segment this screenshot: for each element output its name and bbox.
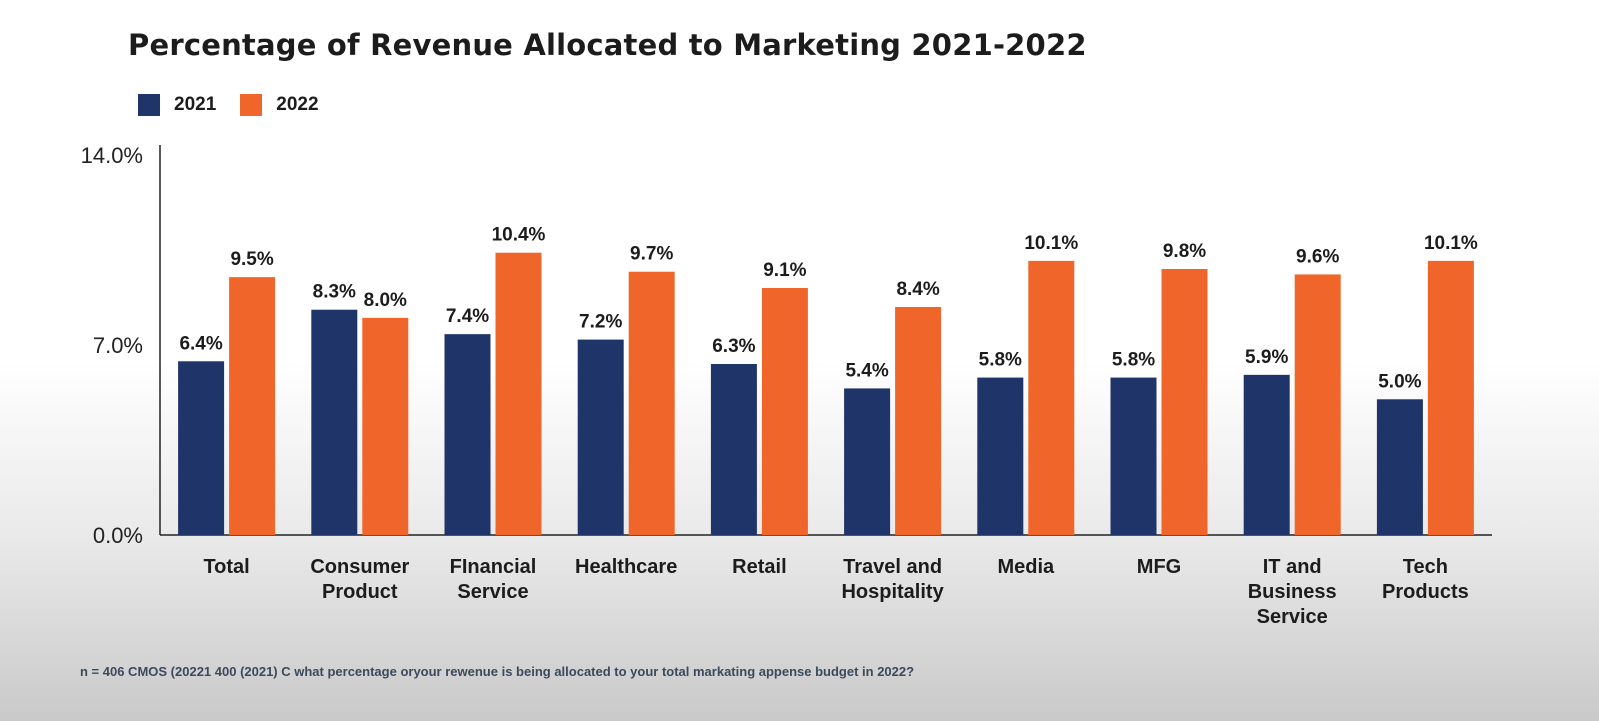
- bar-2022: [229, 277, 276, 535]
- data-label-2022: 8.0%: [364, 290, 407, 311]
- legend-swatch-2022: [240, 94, 263, 116]
- legend-item-2022: 2022: [240, 94, 319, 116]
- x-tick-label: Business: [1248, 581, 1337, 603]
- x-tick-label: Total: [203, 556, 249, 578]
- data-label-2022: 9.8%: [1163, 241, 1206, 262]
- footnote: n = 406 CMOS (20221 400 (2021) C what pe…: [80, 664, 915, 679]
- bar-2022: [1294, 274, 1341, 535]
- x-tick-label: Tech: [1403, 556, 1448, 578]
- data-label-2022: 10.4%: [492, 225, 546, 246]
- bar-2022: [1161, 269, 1208, 535]
- data-label-2021: 6.4%: [179, 333, 222, 354]
- x-tick-label: Service: [457, 581, 528, 603]
- legend-label-2022: 2022: [276, 94, 319, 115]
- x-tick-label: Products: [1382, 581, 1469, 603]
- y-tick-label: 7.0%: [93, 333, 143, 358]
- data-label-2022: 9.6%: [1296, 246, 1339, 267]
- data-label-2021: 5.9%: [1245, 347, 1288, 368]
- data-label-2022: 10.1%: [1024, 233, 1078, 254]
- bar-2022: [1427, 260, 1474, 535]
- data-label-2022: 9.7%: [630, 244, 673, 265]
- bar-2021: [178, 361, 225, 535]
- bar-2022: [362, 317, 409, 535]
- data-label-2022: 10.1%: [1424, 233, 1478, 254]
- bar-2022: [628, 271, 675, 535]
- bar-2021: [577, 339, 624, 535]
- data-label-2021: 7.2%: [579, 312, 622, 333]
- bar-2021: [710, 364, 757, 535]
- bar-2021: [1110, 377, 1157, 535]
- bar-2022: [1028, 260, 1075, 535]
- legend: 2021 2022: [138, 94, 343, 116]
- x-tick-label: Travel and: [843, 556, 942, 578]
- x-tick-label: FInancial: [450, 556, 537, 578]
- x-tick-label: MFG: [1137, 556, 1181, 578]
- x-tick-label: Product: [322, 581, 398, 603]
- chart-title: Percentage of Revenue Allocated to Marke…: [128, 28, 1087, 62]
- x-tick-label: Consumer: [310, 556, 409, 578]
- bar-2021: [444, 334, 491, 535]
- legend-swatch-2021: [138, 94, 160, 116]
- data-label-2022: 8.4%: [896, 279, 939, 300]
- data-label-2022: 9.1%: [763, 260, 806, 281]
- data-label-2021: 6.3%: [712, 336, 755, 357]
- data-label-2021: 8.3%: [313, 282, 356, 303]
- x-tick-label: Retail: [732, 556, 786, 578]
- data-label-2021: 5.0%: [1378, 371, 1421, 392]
- bar-2022: [495, 252, 542, 535]
- data-label-2021: 5.8%: [979, 350, 1022, 371]
- legend-label-2021: 2021: [174, 94, 217, 115]
- x-tick-label: IT and: [1263, 556, 1322, 578]
- data-label-2021: 5.4%: [845, 360, 888, 381]
- y-tick-label: 0.0%: [93, 523, 143, 548]
- data-label-2021: 5.8%: [1112, 350, 1155, 371]
- data-label-2021: 7.4%: [446, 306, 489, 327]
- bar-chart: 0.0% 7.0% 14.0% 6.4% 9.5% Total 8.3% 8.0% Consum…: [81, 143, 1492, 628]
- x-tick-label: Media: [997, 556, 1055, 578]
- bar-2021: [311, 309, 358, 535]
- y-tick-label: 14.0%: [81, 143, 143, 168]
- legend-item-2021: 2021: [138, 94, 216, 116]
- bar-2021: [977, 377, 1024, 535]
- bar-2022: [895, 307, 942, 535]
- bar-2021: [1376, 399, 1423, 535]
- x-tick-label: Healthcare: [575, 556, 677, 578]
- data-label-2022: 9.5%: [230, 249, 273, 270]
- bar-2021: [844, 388, 891, 535]
- bar-2021: [1243, 374, 1290, 535]
- bar-2022: [761, 288, 808, 535]
- x-tick-label: Hospitality: [841, 581, 944, 603]
- x-tick-label: Service: [1257, 606, 1328, 628]
